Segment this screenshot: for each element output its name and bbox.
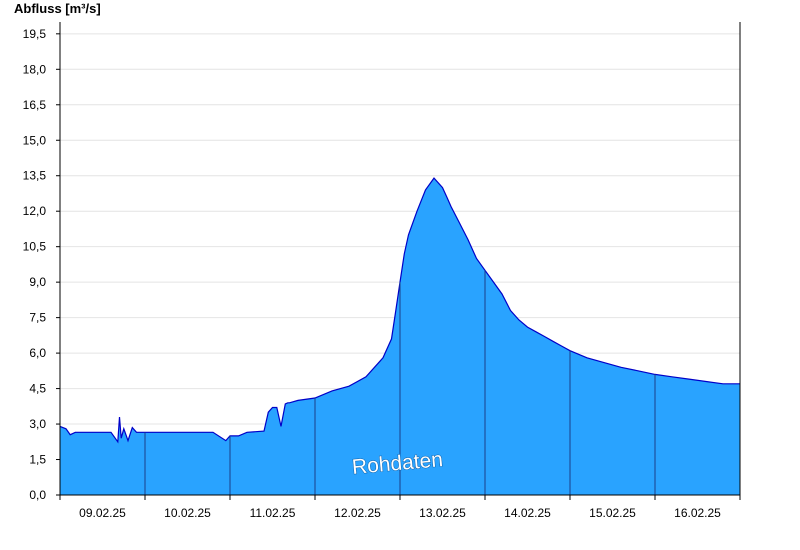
y-tick-label: 13,5: [23, 169, 47, 183]
y-tick-label: 3,0: [29, 417, 46, 431]
y-tick-label: 16,5: [23, 98, 47, 112]
y-tick-label: 1,5: [29, 453, 46, 467]
x-tick-label: 15.02.25: [589, 506, 636, 520]
x-tick-label: 14.02.25: [504, 506, 551, 520]
y-tick-label: 9,0: [29, 275, 46, 289]
y-tick-label: 18,0: [23, 62, 47, 76]
x-tick-label: 09.02.25: [79, 506, 126, 520]
x-tick-label: 11.02.25: [250, 506, 296, 520]
day-separators: [144, 270, 656, 495]
x-tick-label: 16.02.25: [674, 506, 721, 520]
x-tick-label: 12.02.25: [334, 506, 381, 520]
y-tick-label: 7,5: [29, 311, 46, 325]
y-axis: 0,0 1,5 3,0 4,5 6,0 7,5 9,0 10,5 12,0 13,5 15,0 16,…: [23, 27, 60, 502]
y-tick-label: 12,0: [23, 204, 47, 218]
x-tick-label: 10.02.25: [164, 506, 211, 520]
y-tick-label: 6,0: [29, 346, 46, 360]
y-axis-title: Abfluss [m³/s]: [14, 1, 101, 16]
y-tick-label: 10,5: [23, 240, 47, 254]
x-axis: 09.02.25 10.02.25 11.02.25 12.02.25 13.02.25…: [59, 495, 741, 520]
series-line: [59, 177, 740, 444]
y-tick-label: 15,0: [23, 133, 47, 147]
x-tick-label: 13.02.25: [419, 506, 466, 520]
y-tick-label: 4,5: [29, 382, 46, 396]
y-tick-label: 19,5: [23, 27, 47, 41]
y-tick-label: 0,0: [29, 488, 46, 502]
